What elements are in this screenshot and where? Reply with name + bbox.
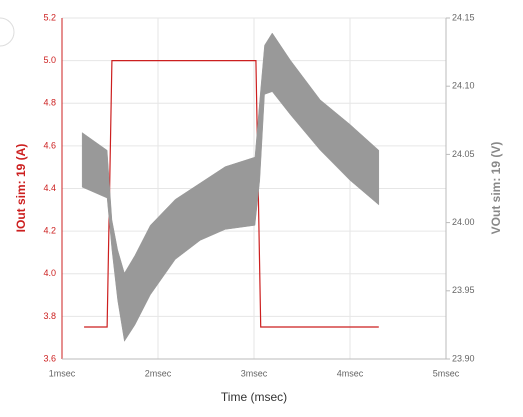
- y-tick-label: 4.6: [43, 140, 56, 150]
- y-axis-label: IOut sim: 19 (A): [14, 144, 28, 233]
- y2-tick-label: 24.10: [452, 81, 475, 91]
- x-tick-label: 2msec: [145, 368, 172, 378]
- y-tick-label: 4.2: [43, 226, 56, 236]
- line: [84, 60, 379, 328]
- y2-tick-label: 24.05: [452, 149, 475, 159]
- x-tick-label: 3msec: [241, 368, 268, 378]
- band: [81, 32, 380, 342]
- y2-tick-label: 23.90: [452, 353, 475, 363]
- x-tick-label: 5msec: [433, 368, 460, 378]
- y-tick-label: 4.0: [43, 268, 56, 278]
- y-tick-label: 5.2: [43, 12, 56, 22]
- y2-tick-label: 23.95: [452, 285, 475, 295]
- y-tick-label: 3.6: [43, 353, 56, 363]
- y-tick-label: 4.8: [43, 98, 56, 108]
- y-tick-label: 5.0: [43, 55, 56, 65]
- y2-axis-label: VOut sim: 19 (V): [489, 142, 503, 235]
- nav-button[interactable]: [0, 17, 15, 47]
- x-tick-label: 1msec: [49, 368, 76, 378]
- x-axis-label: Time (msec): [221, 390, 287, 404]
- y-tick-label: 4.4: [43, 183, 56, 193]
- x-tick-label: 4msec: [337, 368, 364, 378]
- y2-tick-label: 24.00: [452, 217, 475, 227]
- y-tick-label: 3.8: [43, 311, 56, 321]
- y2-tick-label: 24.15: [452, 12, 475, 22]
